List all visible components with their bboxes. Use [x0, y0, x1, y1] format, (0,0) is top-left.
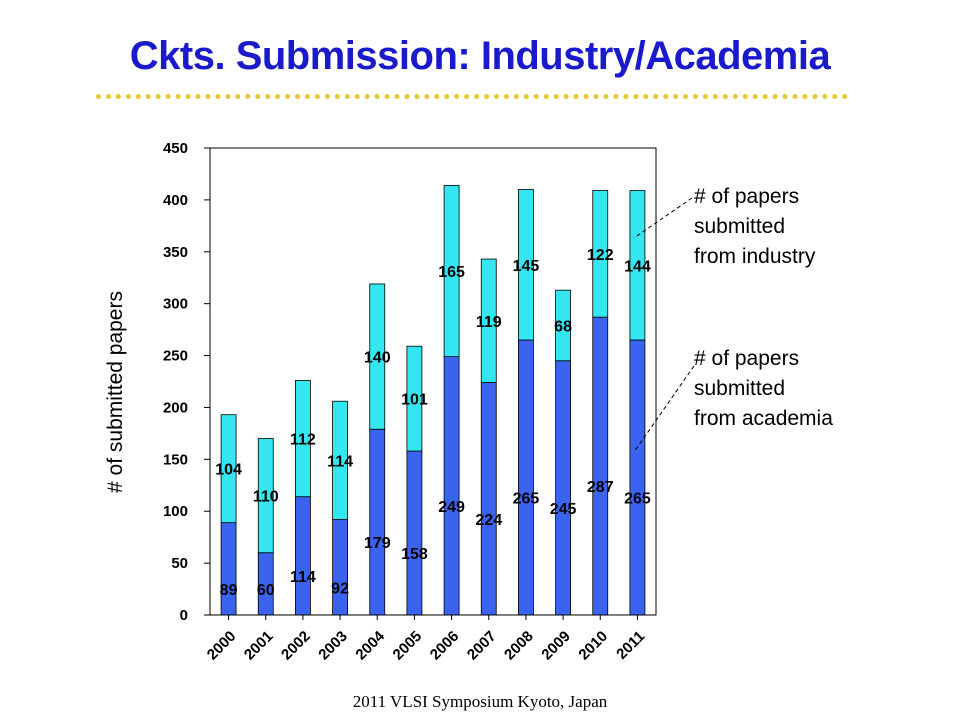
slide-footer: 2011 VLSI Symposium Kyoto, Japan — [352, 692, 608, 711]
bar-segment-academia — [220, 522, 237, 616]
y-axis-title: # of submitted papers — [104, 291, 127, 493]
y-tick-label: 100 — [163, 503, 188, 520]
data-label-industry: 140 — [364, 350, 391, 367]
data-label-academia: 245 — [550, 501, 577, 518]
data-label-academia: 179 — [364, 535, 391, 552]
data-label-industry: 104 — [215, 462, 242, 479]
y-tick-label: 250 — [163, 348, 188, 365]
data-label-academia: 249 — [438, 499, 465, 516]
bar-segment-industry — [480, 258, 497, 383]
bar-segment-industry — [257, 438, 274, 554]
bar-segment-academia — [332, 519, 348, 616]
academia-callout-line — [633, 365, 695, 453]
x-tick-label: 2000 — [204, 628, 240, 664]
bar-segment-industry — [332, 400, 348, 520]
data-label-industry: 68 — [554, 318, 572, 335]
data-label-academia: 114 — [290, 569, 316, 586]
y-tick-label: 0 — [180, 607, 188, 624]
data-label-industry: 114 — [327, 453, 353, 470]
data-label-industry: 119 — [476, 314, 502, 331]
data-label-academia: 224 — [475, 512, 502, 529]
bar-segment-industry — [592, 190, 609, 318]
y-tick-label: 400 — [163, 192, 188, 209]
data-label-industry: 101 — [401, 392, 428, 409]
x-axis: 2000 2001 2002 2003 2004 2005 2006 2007 2008 2009… — [204, 615, 648, 663]
x-tick-label: 2009 — [538, 628, 574, 664]
x-tick-label: 2005 — [390, 628, 426, 664]
y-tick-label: 300 — [163, 296, 188, 313]
x-tick-label: 2006 — [427, 628, 463, 664]
x-tick-label: 2007 — [464, 628, 500, 664]
plot-frame — [209, 147, 657, 616]
y-tick-label: 350 — [163, 244, 188, 261]
slide-title: Ckts. Submission: Industry/Academia — [129, 34, 831, 78]
data-label-industry: 165 — [438, 264, 465, 281]
x-tick-label: 2002 — [278, 628, 314, 664]
x-tick-label: 2008 — [501, 628, 537, 664]
y-tick-label: 200 — [163, 399, 188, 416]
bar-segment-academia — [443, 356, 460, 616]
data-label-academia: 287 — [587, 479, 614, 496]
bar-segment-academia — [555, 360, 571, 616]
bar-segment-industry — [629, 190, 646, 341]
bar-segment-academia — [518, 339, 534, 616]
y-tick-label: 150 — [163, 451, 188, 468]
bar-segment-academia — [295, 496, 311, 616]
data-label-academia: 60 — [257, 582, 275, 599]
data-labels: 89 104 60 110 114 112 92 114 179 140 158 101 249 165 2… — [215, 247, 651, 599]
bar-segment-academia — [480, 382, 497, 616]
y-axis: 0 50 100 150 200 250 300 350 400 450 — [163, 140, 210, 624]
bar-segment-industry — [369, 283, 386, 430]
data-label-academia: 265 — [513, 490, 540, 507]
bar-segment-industry — [518, 189, 534, 341]
data-label-academia: 92 — [331, 580, 349, 597]
y-tick-label: 450 — [163, 140, 188, 157]
x-tick-label: 2001 — [241, 628, 277, 664]
bar-segment-academia — [369, 428, 386, 616]
data-label-academia: 89 — [220, 582, 238, 599]
academia-series-note: # of papers submitted from academia — [694, 347, 833, 430]
data-label-industry: 145 — [513, 258, 540, 275]
bar-segment-industry — [406, 345, 423, 452]
bar-segment-academia — [629, 339, 646, 616]
bar-segment-industry — [220, 414, 237, 524]
data-label-industry: 144 — [624, 258, 651, 275]
data-label-industry: 112 — [290, 432, 316, 449]
x-tick-label: 2011 — [613, 628, 648, 663]
x-tick-label: 2003 — [315, 628, 351, 664]
bar-segment-industry — [443, 184, 460, 357]
data-label-academia: 265 — [624, 490, 651, 507]
data-label-industry: 110 — [253, 489, 279, 506]
data-label-industry: 122 — [587, 247, 614, 264]
industry-series-note: # of papers submitted from industry — [694, 185, 816, 268]
x-tick-label: 2004 — [352, 627, 388, 663]
data-label-academia: 158 — [401, 546, 428, 563]
x-tick-label: 2010 — [575, 628, 611, 664]
bar-segment-academia — [406, 450, 423, 616]
bar-segment-industry — [555, 289, 571, 362]
industry-callout-line — [633, 197, 693, 239]
bar-segment-industry — [295, 380, 311, 498]
bars-layer — [220, 184, 646, 616]
bar-segment-academia — [592, 316, 609, 616]
title-divider — [96, 94, 848, 99]
y-tick-label: 50 — [171, 555, 188, 572]
